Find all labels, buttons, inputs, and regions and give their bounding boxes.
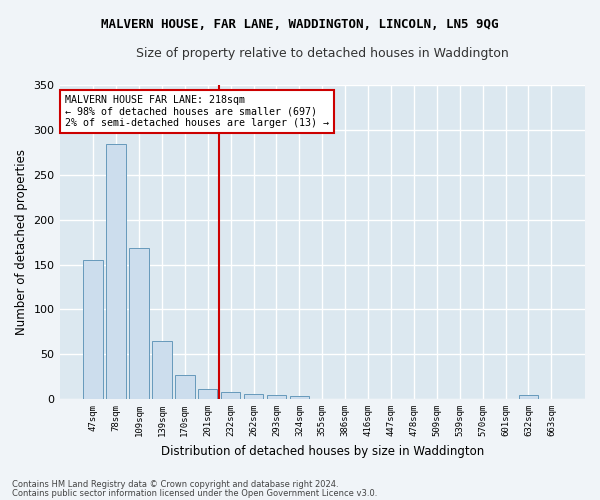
Text: Contains HM Land Registry data © Crown copyright and database right 2024.: Contains HM Land Registry data © Crown c… xyxy=(12,480,338,489)
Title: Size of property relative to detached houses in Waddington: Size of property relative to detached ho… xyxy=(136,48,509,60)
Bar xyxy=(519,396,538,399)
Bar xyxy=(152,341,172,399)
Text: MALVERN HOUSE FAR LANE: 218sqm
← 98% of detached houses are smaller (697)
2% of : MALVERN HOUSE FAR LANE: 218sqm ← 98% of … xyxy=(65,94,329,128)
Y-axis label: Number of detached properties: Number of detached properties xyxy=(15,149,28,335)
Bar xyxy=(106,144,126,399)
Bar xyxy=(198,389,217,399)
Text: MALVERN HOUSE, FAR LANE, WADDINGTON, LINCOLN, LN5 9QG: MALVERN HOUSE, FAR LANE, WADDINGTON, LIN… xyxy=(101,18,499,30)
Bar xyxy=(244,394,263,399)
Bar xyxy=(267,396,286,399)
Bar xyxy=(175,375,194,399)
Text: Contains public sector information licensed under the Open Government Licence v3: Contains public sector information licen… xyxy=(12,489,377,498)
Bar xyxy=(129,248,149,399)
Bar xyxy=(221,392,241,399)
Bar xyxy=(83,260,103,399)
Bar xyxy=(290,396,309,399)
X-axis label: Distribution of detached houses by size in Waddington: Distribution of detached houses by size … xyxy=(161,444,484,458)
